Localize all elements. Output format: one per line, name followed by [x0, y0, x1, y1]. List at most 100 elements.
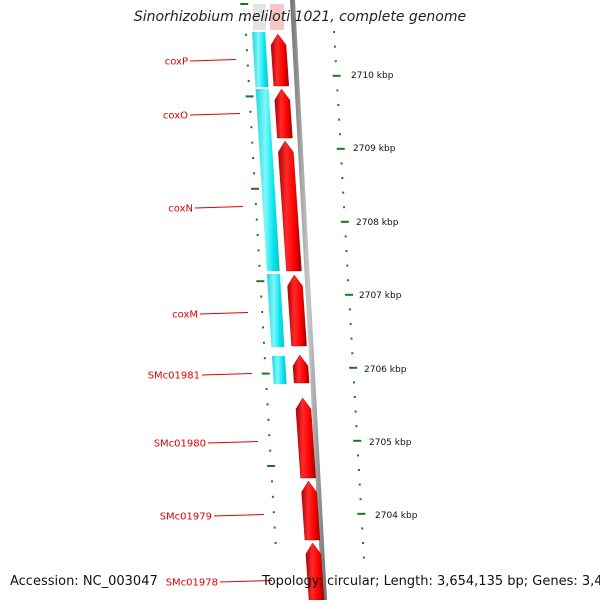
inner-tick-mark: [256, 280, 265, 283]
inner-tick-mark: [262, 326, 265, 329]
inner-tick-mark: [245, 49, 248, 52]
outer-tick-mark: [342, 191, 345, 194]
gene-leader-line: [201, 373, 253, 376]
outer-tick-mark: [338, 118, 341, 121]
inner-tick-mark: [263, 357, 266, 360]
inner-tick-mark: [246, 64, 249, 67]
scale-label: 2709 kbp: [353, 144, 396, 154]
inner-tick-mark: [258, 264, 261, 267]
inner-tick-mark: [274, 542, 277, 544]
outer-tick-mark: [352, 381, 355, 384]
outer-tick-mark: [333, 45, 336, 48]
outer-tick-mark: [349, 323, 352, 325]
outer-tick-mark: [336, 147, 345, 150]
outer-tick-mark: [362, 556, 365, 559]
gene-label: SMc01979: [160, 512, 212, 523]
outer-tick-mark: [362, 542, 365, 544]
outer-tick-mark: [355, 425, 358, 428]
inner-tick-mark: [252, 157, 255, 159]
scale-label: 2705 kbp: [369, 438, 412, 448]
scale-label: 2704 kbp: [375, 511, 418, 521]
forward-strand-arrow: [270, 33, 290, 87]
map-title: Sinorhizobium meliloti 1021, complete ge…: [133, 9, 467, 25]
outer-tick-mark: [345, 250, 348, 252]
reverse-strand-feature: [252, 32, 269, 87]
inner-tick-mark: [253, 172, 256, 175]
outer-tick-mark: [353, 439, 362, 442]
gene-label: SMc01981: [148, 371, 200, 382]
gene-leader-line: [189, 59, 237, 62]
outer-tick-mark: [354, 410, 357, 413]
reverse-strand-feature: [271, 356, 287, 384]
outer-tick-mark: [344, 293, 353, 296]
forward-strand-arrow: [295, 397, 316, 479]
gene-label: coxP: [165, 57, 188, 68]
outer-tick-mark: [347, 279, 350, 282]
reverse-strand-feature: [255, 89, 280, 271]
gene-leader-line: [207, 441, 259, 444]
inner-tick-mark: [244, 18, 247, 21]
outer-tick-mark: [349, 366, 358, 369]
outer-tick-mark: [337, 104, 340, 106]
outer-tick-mark: [351, 352, 354, 355]
outer-tick-mark: [343, 206, 346, 209]
inner-tick-mark: [254, 203, 257, 206]
gene-leader-line: [213, 514, 265, 517]
outer-tick-mark: [346, 264, 349, 267]
outer-tick-mark: [336, 89, 339, 92]
gene-leader-line: [219, 580, 273, 583]
forward-strand-arrow: [278, 140, 302, 272]
genome-backbone: [290, 0, 327, 600]
gene-label: SMc01980: [154, 439, 206, 450]
outer-tick-mark: [350, 337, 353, 340]
reverse-strand-feature: [266, 274, 285, 347]
inner-tick-mark: [250, 126, 253, 129]
inner-tick-mark: [245, 33, 248, 36]
inner-tick-mark: [269, 449, 272, 452]
inner-tick-mark: [245, 95, 254, 98]
scale-label: 2707 kbp: [359, 291, 402, 301]
gene-leader-line: [189, 113, 241, 116]
inner-tick-mark: [257, 249, 260, 252]
inner-tick-mark: [268, 434, 271, 437]
inner-tick-mark: [247, 80, 250, 82]
gene-label: SMc01978: [166, 578, 218, 589]
inner-tick-mark: [266, 403, 269, 406]
outer-tick-mark: [357, 512, 366, 515]
inner-tick-mark: [250, 187, 259, 190]
inner-tick-mark: [267, 465, 276, 467]
outer-tick-mark: [348, 308, 351, 311]
feature-fade-forward: [270, 4, 284, 30]
outer-tick-mark: [334, 60, 337, 63]
inner-tick-mark: [240, 3, 249, 5]
forward-strand-arrow: [274, 88, 293, 139]
outer-tick-mark: [359, 498, 362, 501]
gene-label: coxN: [168, 204, 193, 215]
outer-tick-mark: [344, 235, 347, 238]
feature-fade-reverse: [253, 4, 266, 30]
scale-label: 2710 kbp: [351, 71, 394, 81]
forward-strand-arrow: [287, 274, 307, 347]
outer-tick-mark: [357, 454, 360, 457]
inner-tick-mark: [249, 110, 252, 113]
inner-tick-mark: [255, 218, 258, 221]
inner-tick-mark: [251, 141, 254, 144]
inner-tick-mark: [260, 295, 263, 298]
scale-label: 2706 kbp: [364, 365, 407, 375]
inner-tick-mark: [261, 372, 270, 375]
scale-label: 2708 kbp: [356, 218, 399, 228]
inner-tick-mark: [271, 495, 274, 498]
genome-summary-text: Topology: circular; Length: 3,654,135 bp…: [262, 574, 600, 589]
gene-leader-line: [194, 206, 244, 209]
forward-strand-arrow: [301, 480, 321, 541]
accession-text: Accession: NC_003047: [10, 574, 158, 589]
outer-tick-mark: [357, 469, 360, 471]
outer-tick-mark: [338, 133, 341, 136]
inner-tick-mark: [271, 480, 274, 483]
inner-tick-mark: [256, 234, 259, 236]
inner-tick-mark: [265, 388, 268, 390]
inner-tick-mark: [273, 526, 276, 529]
inner-tick-mark: [262, 341, 265, 344]
